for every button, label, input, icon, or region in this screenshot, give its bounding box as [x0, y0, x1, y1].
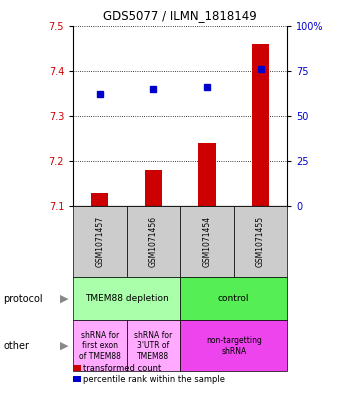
Bar — [252, 44, 269, 206]
Text: shRNA for
3'UTR of
TMEM88: shRNA for 3'UTR of TMEM88 — [134, 331, 173, 361]
Text: transformed count: transformed count — [83, 364, 161, 373]
Text: ▶: ▶ — [61, 294, 69, 304]
Text: GSM1071456: GSM1071456 — [149, 216, 158, 267]
Text: non-targetting
shRNA: non-targetting shRNA — [206, 336, 262, 356]
Text: GSM1071457: GSM1071457 — [96, 216, 104, 267]
Text: percentile rank within the sample: percentile rank within the sample — [83, 375, 225, 384]
Title: GDS5077 / ILMN_1818149: GDS5077 / ILMN_1818149 — [103, 9, 257, 22]
Text: ▶: ▶ — [61, 341, 69, 351]
Bar — [145, 170, 162, 206]
Text: TMEM88 depletion: TMEM88 depletion — [85, 294, 169, 303]
Text: control: control — [218, 294, 250, 303]
Text: GSM1071454: GSM1071454 — [203, 216, 211, 267]
Text: other: other — [3, 341, 29, 351]
Text: protocol: protocol — [3, 294, 43, 304]
Bar — [91, 193, 108, 206]
Bar — [199, 143, 216, 206]
Text: GSM1071455: GSM1071455 — [256, 216, 265, 267]
Text: shRNA for
first exon
of TMEM88: shRNA for first exon of TMEM88 — [79, 331, 121, 361]
